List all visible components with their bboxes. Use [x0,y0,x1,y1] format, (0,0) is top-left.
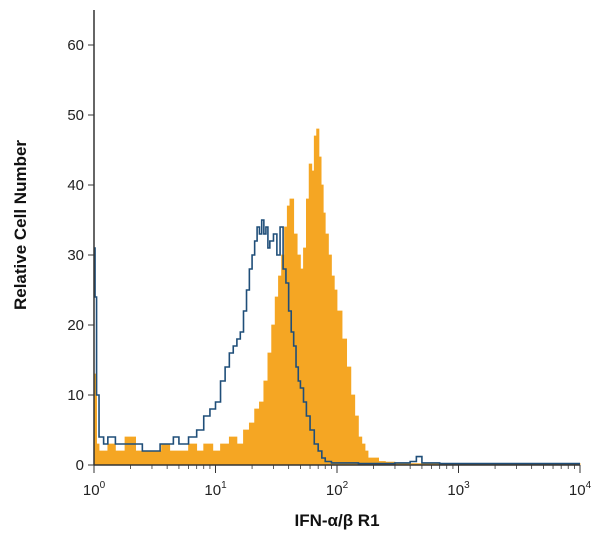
x-tick-label: 102 [326,480,349,499]
y-tick-label: 50 [67,107,84,124]
ticks: 0 10 20 30 40 50 60 100 101 102 103 104 [67,37,591,499]
y-axis-label: Relative Cell Number [11,140,30,310]
x-axis-label: IFN-α/β R1 [294,511,379,530]
y-tick-label: 30 [67,247,84,264]
y-tick-label: 60 [67,37,84,54]
histogram-filled-series [93,128,581,466]
y-tick-label: 0 [76,457,84,474]
y-tick-label: 10 [67,387,84,404]
histogram-outline-series [94,219,580,465]
x-tick-label: 104 [569,480,592,499]
x-tick-label: 103 [447,480,470,499]
x-tick-label: 100 [83,480,106,499]
x-tick-label: 101 [204,480,227,499]
plot-area [93,128,581,466]
y-tick-label: 20 [67,317,84,334]
y-tick-label: 40 [67,177,84,194]
